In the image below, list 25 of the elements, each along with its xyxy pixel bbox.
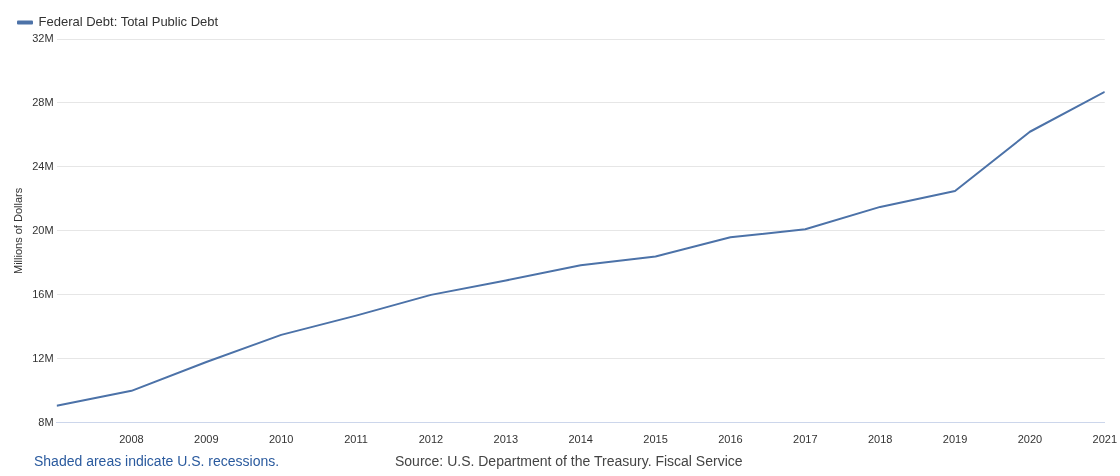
x-tick-label: 2015 xyxy=(643,433,668,446)
text: Shaded areas indicate U.S. recessions. xyxy=(34,453,280,469)
x-tick-label: 2020 xyxy=(1017,433,1043,446)
y-tick-label: 32M xyxy=(32,32,54,45)
x-tick-label: 2021 xyxy=(1092,433,1118,446)
x-tick-label: 2012 xyxy=(418,433,444,446)
x-tick-label: 2011 xyxy=(344,433,368,446)
x-tick-label: 2009 xyxy=(194,433,219,446)
x-tick-label: 2010 xyxy=(268,433,294,446)
y-tick-label: 20M xyxy=(32,223,54,236)
x-tick-label: 2017 xyxy=(793,433,818,446)
y-tick-label: 16M xyxy=(32,287,54,300)
y-tick-label: 8M xyxy=(38,415,54,428)
x-tick-label: 2008 xyxy=(119,433,144,446)
y-tick-label: 28M xyxy=(32,96,54,108)
x-tick-label: 2019 xyxy=(942,433,968,446)
y-tick-label: 12M xyxy=(32,351,54,364)
x-tick-label: 2016 xyxy=(718,433,743,446)
x-tick-label: 2014 xyxy=(568,433,593,446)
legend-label: Federal Debt: Total Public Debt xyxy=(38,14,219,30)
source-note: Source: U.S. Department of the Treasury. Fiscal Service xyxy=(395,453,743,469)
y-axis-title: Millions of Dollars xyxy=(11,187,24,274)
x-tick-label: 2018 xyxy=(867,433,893,446)
x-tick-label: 2013 xyxy=(493,433,519,446)
y-tick-label: 24M xyxy=(32,159,54,172)
